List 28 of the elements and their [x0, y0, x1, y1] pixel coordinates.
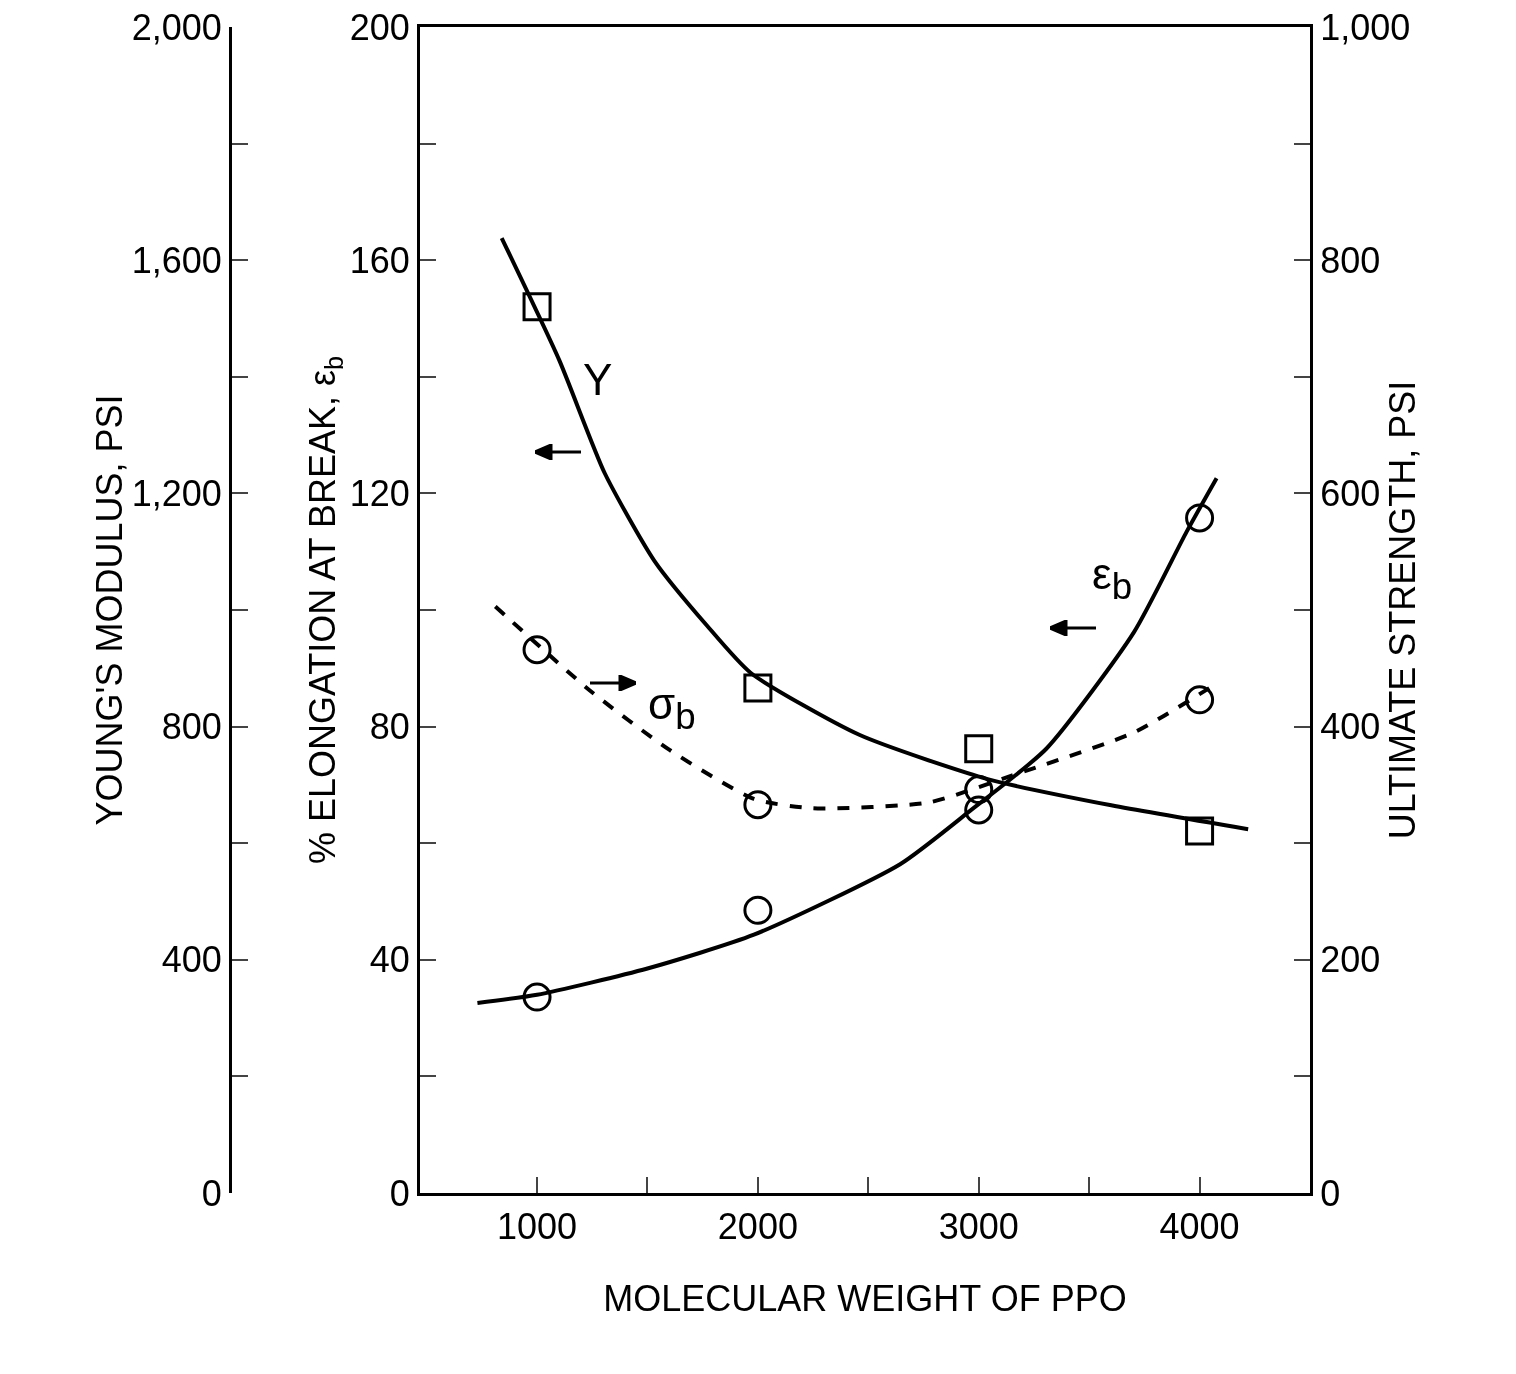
- y2-tick-label: 200: [1320, 939, 1381, 981]
- y2-tick-label: 400: [1320, 706, 1381, 748]
- y2-tick-label: 1,000: [1320, 6, 1411, 48]
- x-tick-label: 2000: [717, 1206, 798, 1248]
- x-tick-label: 4000: [1159, 1206, 1240, 1248]
- y3-tick-label: 40: [369, 939, 410, 981]
- y3-tick-label: 0: [389, 1172, 410, 1214]
- y3-tick-label: 120: [349, 473, 410, 514]
- y-tick-label: 2,000: [131, 6, 222, 48]
- annotation: σ$_{b}$: [648, 679, 696, 737]
- y-tick-label: 1,600: [131, 239, 222, 281]
- x-axis-title: MOLECULAR WEIGHT OF PPO: [603, 1277, 1127, 1319]
- y-tick-label: 1,200: [131, 473, 222, 514]
- y3-tick-label: 80: [369, 706, 410, 748]
- annotation: ε$_{b}$: [1092, 549, 1133, 607]
- y-axis-title: YOUNG'S MODULUS, PSI: [88, 394, 130, 826]
- y-tick-label: 400: [161, 939, 222, 981]
- y3-tick-label: 160: [349, 239, 410, 281]
- y2-tick-label: 800: [1320, 239, 1381, 281]
- y2-axis-title: ULTIMATE STRENGTH, PSI: [1382, 380, 1424, 840]
- x-tick-label: 3000: [938, 1206, 1019, 1248]
- y2-tick-label: 600: [1320, 473, 1381, 514]
- y3-tick-label: 200: [349, 6, 410, 48]
- y2-tick-label: 0: [1320, 1172, 1341, 1214]
- annotation: Y: [583, 355, 613, 404]
- y-tick-label: 800: [161, 706, 222, 748]
- x-tick-label: 1000: [497, 1206, 578, 1248]
- y-tick-label: 0: [201, 1172, 222, 1214]
